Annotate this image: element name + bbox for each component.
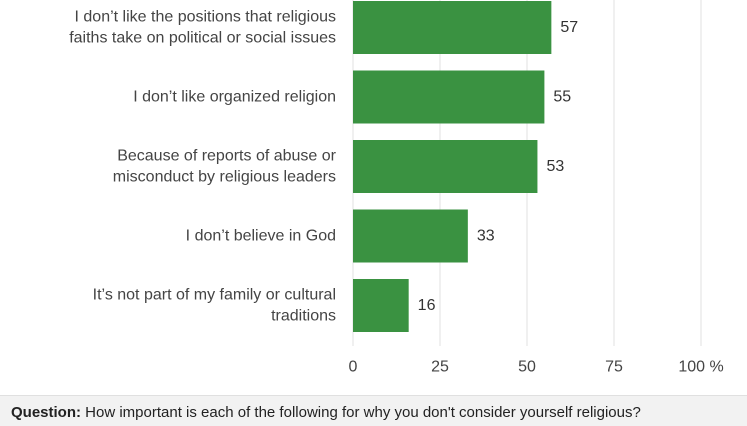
category-label: I don’t believe in God [186, 228, 336, 245]
bar [353, 140, 538, 193]
bar-chart: I don’t like the positions that religiou… [69, 0, 724, 376]
question-body: How important is each of the following f… [85, 404, 641, 421]
x-tick-label: 0 [349, 359, 358, 376]
question-label: Question: [11, 404, 81, 421]
category-labels: I don’t like the positions that religiou… [69, 9, 336, 325]
value-labels: 57 55 53 33 16 [418, 19, 579, 314]
bar [353, 209, 468, 263]
category-label: Because of reports of abuse or misconduct… [113, 148, 337, 186]
value-label: 33 [477, 228, 495, 245]
x-tick-label: 100 % [678, 359, 723, 376]
x-axis-tick-labels: 0 25 50 75 100 % [349, 359, 724, 376]
value-label: 57 [560, 19, 578, 36]
question-footer: Question: How important is each of the f… [0, 395, 747, 426]
category-label: I don’t like organized religion [133, 89, 336, 106]
value-label: 55 [553, 89, 571, 106]
value-label: 53 [546, 158, 564, 175]
x-tick-label: 50 [518, 359, 536, 376]
value-label: 16 [418, 297, 436, 314]
bars [353, 1, 552, 332]
category-label: It’s not part of my family or cultural tr… [93, 287, 336, 325]
category-label: I don’t like the positions that religiou… [69, 9, 336, 47]
bar [353, 279, 409, 332]
bar [353, 1, 552, 54]
x-tick-label: 75 [605, 359, 623, 376]
bar [353, 70, 545, 124]
question-text: Question: How important is each of the f… [11, 404, 641, 421]
x-tick-label: 25 [431, 359, 449, 376]
